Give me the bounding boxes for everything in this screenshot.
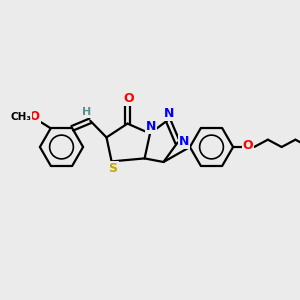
Text: O: O bbox=[123, 92, 134, 105]
Text: CH₃: CH₃ bbox=[10, 112, 31, 122]
Text: O: O bbox=[30, 110, 40, 123]
Text: S: S bbox=[109, 162, 118, 176]
Text: H: H bbox=[82, 107, 91, 117]
Text: N: N bbox=[146, 120, 156, 134]
Text: O: O bbox=[243, 139, 254, 152]
Text: N: N bbox=[164, 107, 174, 120]
Text: N: N bbox=[179, 135, 189, 148]
